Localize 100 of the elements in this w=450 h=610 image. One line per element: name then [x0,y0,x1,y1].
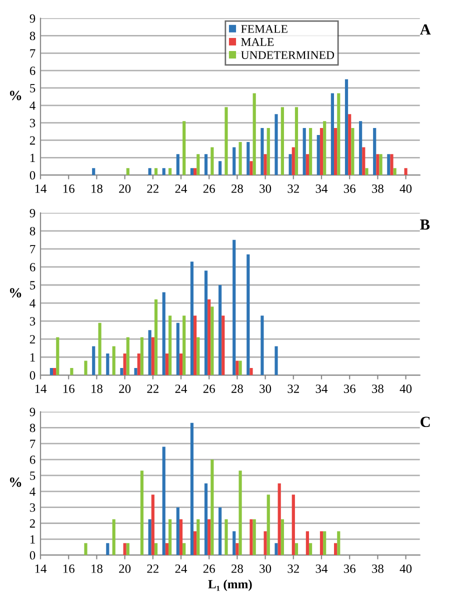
bar [334,128,338,176]
text: C [420,416,430,428]
bar [308,543,312,556]
bar [337,531,340,556]
y-tick-label: 5 [30,84,36,92]
bar [210,147,214,176]
x-tick-label: 14 [35,384,47,393]
x-tick-label: 22 [147,564,158,573]
bar [168,519,172,556]
bar [266,128,270,176]
y-axis-title: % [10,90,22,100]
bar [344,79,348,176]
legend-label: FEMALE [241,25,288,33]
x-tick-label: 34 [316,384,328,393]
y-tick-label: 2 [30,335,35,344]
bar [154,168,158,176]
bar [154,299,158,376]
bar [218,161,222,176]
y-tick-label: 0 [30,171,36,180]
bar [390,154,394,176]
bar [280,107,284,176]
x-tick-label: 24 [175,184,188,193]
bar [274,346,278,376]
bar [204,154,208,176]
bar [140,337,144,376]
bar [70,368,74,376]
bar [302,128,306,176]
bar [190,422,194,556]
bar [168,316,172,376]
y-tick-label: 8 [30,424,36,432]
x-tick-label: 36 [344,184,356,193]
y-tick-label: 2 [30,519,35,528]
y-tick-label: 4 [30,487,36,496]
x-tick-label: 20 [119,184,131,193]
bar [137,354,140,376]
bar [179,354,183,376]
x-tick-label: 22 [147,384,158,393]
bar [330,93,334,176]
y-tick-label: 6 [30,263,36,272]
text: B [420,220,430,230]
x-tick-label: 28 [232,184,243,193]
bar [148,330,152,376]
bar [162,446,166,556]
x-tick-label: 20 [119,384,131,393]
x-tick-label: 24 [175,384,188,393]
x-tick-label: 36 [344,384,356,393]
bar [404,168,408,176]
bar [162,292,166,376]
x-tick-label: 22 [147,184,158,193]
bar [126,337,130,376]
x-tick-label: 18 [92,564,102,573]
bar [176,507,180,556]
x-tick-label: 38 [372,184,384,193]
y-tick-label: 5 [30,281,36,290]
x-tick-label: 20 [119,564,131,573]
y-tick-label: 1 [30,353,35,362]
x-axis-title: L₁ (mm) [208,580,252,591]
bar [196,519,200,556]
y-tick-label: 4 [30,299,36,308]
bar [334,543,338,556]
y-tick-label: 9 [30,14,36,23]
bar [274,543,278,556]
bar [98,322,102,376]
bar [148,519,152,556]
y-tick-label: 4 [30,102,36,110]
bar [208,299,211,376]
legend-label: UNDETERMINED [241,51,334,60]
bar [379,154,382,176]
x-tick-label: 40 [400,564,412,573]
bar [50,368,54,376]
x-tick-label: 18 [92,184,102,193]
y-tick-label: 3 [30,317,36,326]
bar [53,368,56,376]
bar [292,147,295,176]
bar [84,543,88,556]
x-tick-label: 40 [400,184,412,193]
bar [308,128,312,176]
y-tick-label: 7 [30,440,36,448]
bar [123,543,126,556]
bar [194,531,197,556]
x-tick-label: 26 [203,384,215,393]
bar [260,316,264,376]
bar [306,154,309,176]
bar [280,519,284,556]
bar [106,543,110,556]
bar [274,114,278,176]
bar [294,107,298,176]
bar [294,543,298,556]
bar [168,168,172,176]
y-tick-label: 9 [30,408,36,416]
bar [238,360,242,376]
bar [126,168,130,176]
bar [238,470,242,556]
bar [306,531,309,556]
bar [204,270,208,376]
bar [204,483,208,556]
y-tick-label: 7 [30,49,36,58]
bar [140,470,144,556]
bar [236,360,239,376]
bar [151,337,154,376]
